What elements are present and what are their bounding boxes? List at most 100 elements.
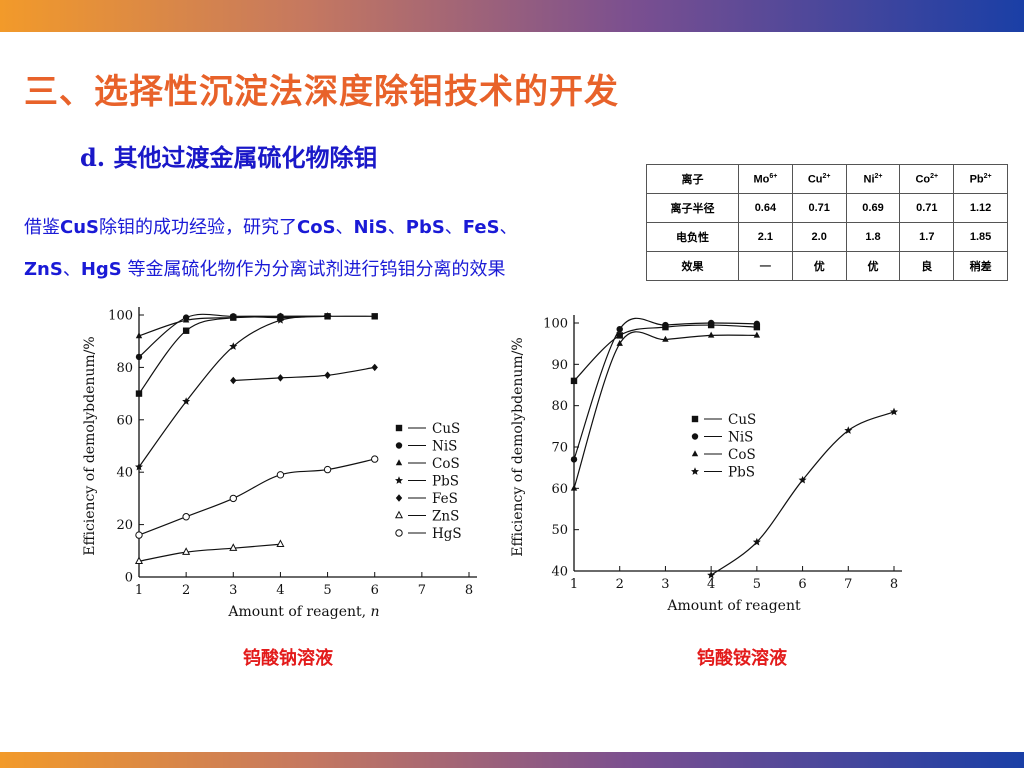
y-tick-label: 50 (551, 523, 568, 538)
bottom-gradient-bar (0, 752, 1024, 768)
data-point (570, 377, 578, 385)
table-header-cell: Co2+ (899, 164, 955, 194)
data-point (182, 316, 190, 323)
table-cell: 离子半径 (646, 193, 739, 223)
table-cell: 0.71 (791, 193, 847, 223)
intro-line-1: 借鉴CuS除钼的成功经验，研究了CoS、NiS、PbS、FeS、 (24, 217, 518, 238)
x-tick-label: 5 (753, 577, 761, 592)
table-cell: 2.0 (791, 222, 847, 252)
x-tick-label: 6 (371, 583, 379, 598)
table-header-cell: Pb2+ (953, 164, 1008, 194)
data-point (616, 339, 623, 346)
series-zns (134, 539, 285, 565)
legend-item: CoS (395, 456, 460, 472)
series-cus (135, 313, 378, 397)
series-nis (570, 317, 761, 463)
series-cos (570, 331, 761, 491)
legend-item: NiS (395, 439, 457, 455)
table-cell: 2.1 (738, 222, 793, 252)
data-point (570, 456, 578, 463)
data-point (229, 342, 238, 350)
table-cell: 优 (845, 251, 901, 281)
data-point (324, 371, 331, 379)
intro-line-2: ZnS、HgS 等金属硫化物作为分离试剂进行钨钼分离的效果 (24, 259, 506, 280)
table-cell: 0.64 (738, 193, 793, 223)
legend-item: PbS (691, 465, 755, 481)
series-line (573, 317, 757, 460)
table-row: 电负性 2.1 2.0 1.8 1.7 1.85 (646, 222, 1008, 252)
data-point (662, 321, 669, 329)
legend-label: PbS (728, 465, 755, 481)
data-point (753, 331, 761, 338)
data-point (277, 374, 284, 382)
legend-marker (395, 424, 403, 432)
legend-label: CuS (728, 412, 756, 428)
x-tick-label: 8 (890, 577, 898, 592)
table-header-row: 离子 Mo6+ Cu2+ Ni2+ Co2+ Pb2+ (646, 164, 1008, 194)
series-line (138, 458, 375, 536)
legend-item: NiS (691, 430, 753, 446)
legend-marker (395, 442, 403, 449)
x-tick-label: 7 (844, 577, 852, 592)
legend-item: CoS (691, 447, 756, 463)
table-cell: 电负性 (646, 222, 739, 252)
data-point (371, 363, 378, 372)
legend-label: PbS (432, 474, 459, 490)
data-point (230, 376, 237, 385)
x-tick-label: 3 (661, 577, 669, 592)
data-point (707, 570, 716, 579)
legend-label: CuS (432, 421, 460, 437)
data-point (371, 313, 378, 320)
legend-marker (395, 459, 403, 466)
x-tick-label: 4 (707, 577, 715, 592)
series-line (138, 543, 281, 562)
y-tick-label: 100 (543, 317, 568, 332)
data-point (707, 331, 715, 338)
data-point (229, 494, 237, 503)
series-line (573, 331, 757, 489)
data-point (182, 513, 190, 521)
series-hgs (135, 455, 379, 539)
legend-marker (395, 494, 403, 502)
data-point (135, 390, 143, 397)
data-point (135, 462, 143, 471)
y-tick-label: 40 (116, 466, 133, 481)
table-cell: — (738, 251, 793, 281)
x-tick-label: 7 (418, 583, 426, 598)
chart-caption-ammonium-tungstate: 钨酸铵溶液 (697, 648, 787, 669)
x-tick-label: 3 (229, 583, 237, 598)
x-tick-label: 4 (276, 583, 284, 598)
x-tick-label: 2 (616, 577, 624, 592)
data-point (707, 319, 715, 327)
legend-item: FeS (395, 491, 458, 507)
legend-item: ZnS (394, 509, 459, 525)
data-point (323, 465, 332, 474)
data-point (229, 543, 238, 551)
data-point (277, 312, 284, 319)
slide-subtitle: d. 其他过渡金属硫化物除钼 (80, 138, 378, 173)
legend-label: HgS (432, 526, 462, 542)
series-fes (230, 363, 378, 385)
ammonium-tungstate-chart: 40 50 60 70 80 90 100 1 2 3 4 5 6 7 8 Amount of reagent… (510, 315, 902, 614)
table-row: 离子半径 0.64 0.71 0.69 0.71 1.12 (646, 193, 1008, 223)
table-cell: 1.12 (953, 193, 1008, 223)
legend-marker (395, 529, 403, 537)
legend-marker (691, 467, 699, 475)
data-point (276, 316, 285, 324)
data-point (135, 353, 143, 361)
table-row: 效果 — 优 优 良 稍差 (646, 251, 1008, 281)
slide-title: 三、选择性沉淀法深度除钼技术的开发 (24, 72, 619, 112)
data-point (323, 312, 332, 320)
data-point (753, 320, 761, 328)
y-tick-label: 20 (116, 518, 133, 533)
data-point (182, 547, 191, 555)
x-tick-label: 1 (135, 583, 143, 598)
table-cell: 0.69 (845, 193, 901, 223)
legend-label: NiS (432, 439, 457, 455)
x-tick-label: 5 (323, 583, 331, 598)
data-point (182, 397, 191, 405)
data-point (182, 327, 190, 334)
table-header-cell: Cu2+ (791, 164, 847, 194)
